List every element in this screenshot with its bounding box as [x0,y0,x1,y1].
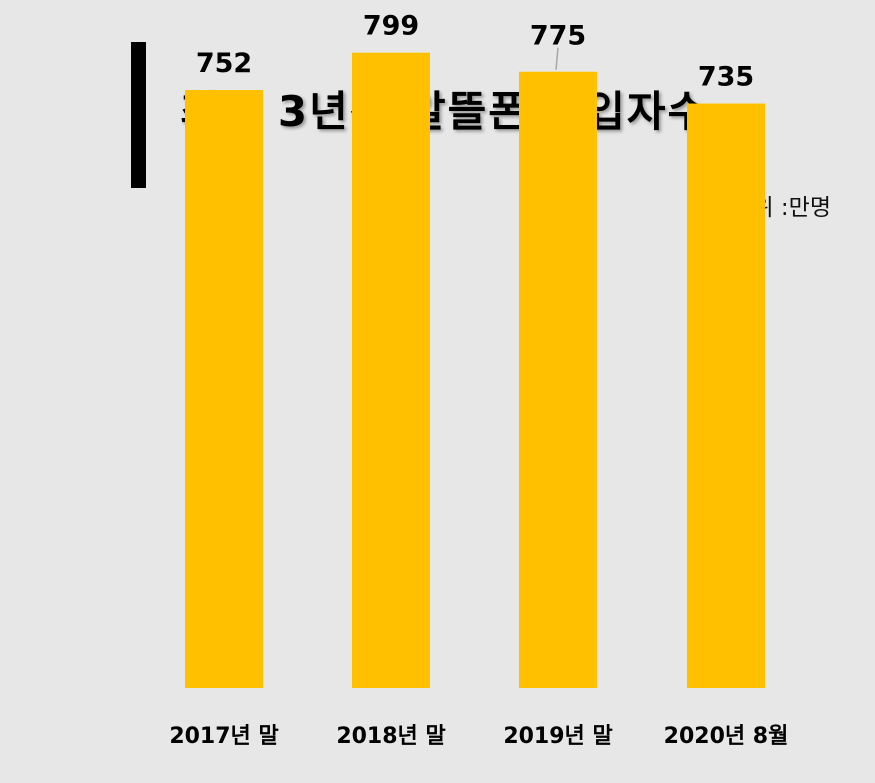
bar-4 [687,103,765,688]
value-label-4: 735 [698,62,754,93]
category-label-2: 2018년 말 [336,724,445,749]
bar-3 [519,71,597,689]
chart-title: 최근 3년간 알뜰폰 가입자수 [180,87,709,136]
category-label-4: 2020년 8월 [664,724,789,749]
value-label-1: 752 [196,48,252,79]
value-label-3: 775 [530,21,586,52]
category-label-3: 2019년 말 [503,724,612,749]
value-label-2: 799 [363,11,419,42]
bar-2 [352,52,430,688]
category-labels-group: 2017년 말 2018년 말 2019년 말 2020년 8월 [169,724,788,749]
bar-1 [185,90,263,688]
category-label-1: 2017년 말 [169,724,278,749]
value-labels-group: 752 799 775 735 [196,11,754,93]
title-accent-bar [131,42,146,188]
label-leader-line [555,47,559,70]
bars-group [185,52,765,689]
